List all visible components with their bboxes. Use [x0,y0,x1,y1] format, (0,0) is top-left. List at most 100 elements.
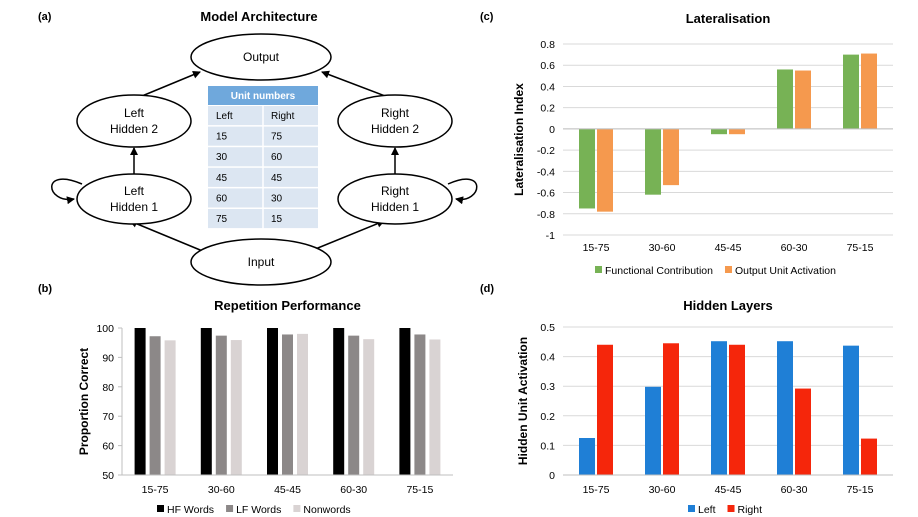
x-tick-label: 45-45 [715,484,742,496]
legend-entry: HF Words [167,504,214,516]
x-tick-label: 75-15 [847,484,874,496]
chart-lateralisation: (c) Lateralisation -1 -0.8 -0.6 -0.4 -0.2 0 0.2… [480,11,893,277]
unit-table-title: Unit numbers [231,91,296,102]
legend-entry: Output Unit Activation [735,265,836,277]
x-tick-label: 75-15 [406,484,433,496]
y-tick-label: 0 [549,124,555,136]
y-tick-label: 0.1 [540,440,555,452]
bar-left [579,438,595,475]
bar-hf-words [200,328,212,475]
bar-nonwords [363,339,375,475]
unit-table-cell: 60 [271,152,283,163]
y-tick-label: 50 [102,470,114,482]
y-tick-label: 90 [102,352,114,364]
unit-table-cell: 30 [271,193,283,204]
y-tick-label: 100 [96,323,114,335]
bar-functional-contribution [777,69,793,129]
legend-swatch [727,505,735,512]
bar-hf-words [399,328,411,475]
node-left-hidden-2-line-2: Hidden 2 [110,122,158,136]
unit-table-cell: 75 [216,214,228,225]
y-tick-label: -0.8 [537,209,555,221]
bar-right [597,344,613,475]
y-tick-label: 80 [102,382,114,394]
bar-hf-words [333,328,345,475]
y-tick-label: -1 [546,230,555,242]
bar-left [711,341,727,475]
legend-entry: Functional Contribution [605,265,713,277]
y-tick-label: 0.2 [540,103,555,115]
y-axis-title: Lateralisation Index [512,83,526,196]
arrow-input-to-left-hidden-1 [129,219,206,253]
y-tick-label: 0.3 [540,381,555,393]
y-axis-title: Hidden Unit Activation [516,337,530,465]
panel-a-architecture: (a) Model Architecture Output Left Hidde… [38,9,478,286]
legend-entry: Right [738,504,763,516]
chart-hidden-layers: (d) Hidden Layers 0 0.1 0.2 0.3 0.4 0.5 Hidden … [480,283,893,516]
x-tick-label: 60-30 [781,242,808,254]
panel-a-title: Model Architecture [200,9,317,24]
unit-numbers-table: Unit numbers Left Right 15 75 30 60 45 45 60 30 75 1… [208,86,318,230]
unit-table-cell: 75 [271,132,283,143]
y-tick-label: 0.8 [540,39,555,51]
y-tick-label: 0.2 [540,411,555,423]
bar-lf-words [282,334,293,475]
x-tick-label: 45-45 [274,484,301,496]
y-tick-label: 0.6 [540,60,555,72]
x-tick-label: 60-30 [340,484,367,496]
legend-swatch [724,266,732,273]
y-tick-label: 0.4 [540,352,555,364]
legend-swatch [688,505,695,512]
chart-title: Repetition Performance [214,298,361,313]
node-output: Output [190,33,332,81]
bar-lf-words [348,335,360,475]
node-right-hidden-1: Right Hidden 1 [337,173,453,225]
node-left-hidden-2-line-1: Left [124,106,145,120]
bar-nonwords [429,339,441,475]
x-tick-label: 30-60 [649,242,676,254]
x-tick-label: 45-45 [715,242,742,254]
unit-table-cell: 15 [216,132,228,143]
panel-d-label: (d) [480,283,494,295]
chart-title: Lateralisation [686,11,771,26]
bar-right [795,388,811,475]
node-left-hidden-2: Left Hidden 2 [76,94,192,148]
x-tick-label: 60-30 [781,484,808,496]
y-tick-label: -0.4 [537,166,555,178]
bar-functional-contribution [711,128,727,135]
node-right-hidden-2-line-1: Right [381,106,410,120]
panel-a-label: (a) [38,11,52,23]
node-input-label: Input [248,255,275,269]
bar-right [729,344,745,475]
bar-right [861,438,877,475]
bar-functional-contribution [579,128,595,209]
unit-table-cell: 45 [216,173,228,184]
legend-entry: LF Words [236,504,281,516]
y-tick-label: 70 [102,411,114,423]
y-tick-label: -0.2 [537,145,555,157]
unit-table-cell: 45 [271,173,283,184]
bar-nonwords [230,340,242,475]
bar-output-unit-activation [729,128,745,135]
y-tick-label: 0.5 [540,322,555,334]
bar-output-unit-activation [861,53,877,129]
bar-right [663,343,679,475]
recurrent-loop-left-hidden-1 [51,178,83,205]
x-tick-label: 15-75 [583,242,610,254]
unit-table-cell: 60 [216,193,228,204]
y-tick-label: 0 [549,470,555,482]
bar-lf-words [149,336,161,475]
panel-b-label: (b) [38,283,52,295]
legend-swatch [595,266,602,273]
bar-left [843,345,859,475]
legend-swatch [293,505,301,512]
y-tick-label: 0.4 [540,81,555,93]
x-tick-label: 30-60 [208,484,235,496]
unit-table-column-header: Left [216,111,233,122]
node-input: Input [190,238,332,286]
bar-functional-contribution [843,54,859,129]
node-output-label: Output [243,50,280,64]
y-tick-label: 60 [102,441,114,453]
bar-left [645,386,661,475]
